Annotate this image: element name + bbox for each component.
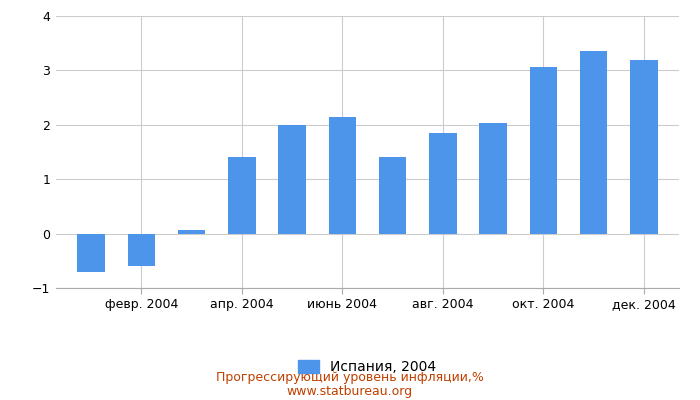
Bar <box>127 234 155 266</box>
Bar <box>529 66 557 234</box>
Bar <box>228 158 256 234</box>
Bar <box>580 51 608 234</box>
Text: Прогрессирующий уровень инфляции,%: Прогрессирующий уровень инфляции,% <box>216 372 484 384</box>
Bar <box>78 234 105 272</box>
Bar <box>429 133 456 234</box>
Bar <box>328 117 356 234</box>
Bar <box>178 230 206 234</box>
Bar <box>379 158 407 234</box>
Bar <box>630 60 657 234</box>
Text: www.statbureau.org: www.statbureau.org <box>287 386 413 398</box>
Bar <box>480 123 507 234</box>
Legend: Испания, 2004: Испания, 2004 <box>293 355 442 380</box>
Bar <box>279 125 306 234</box>
